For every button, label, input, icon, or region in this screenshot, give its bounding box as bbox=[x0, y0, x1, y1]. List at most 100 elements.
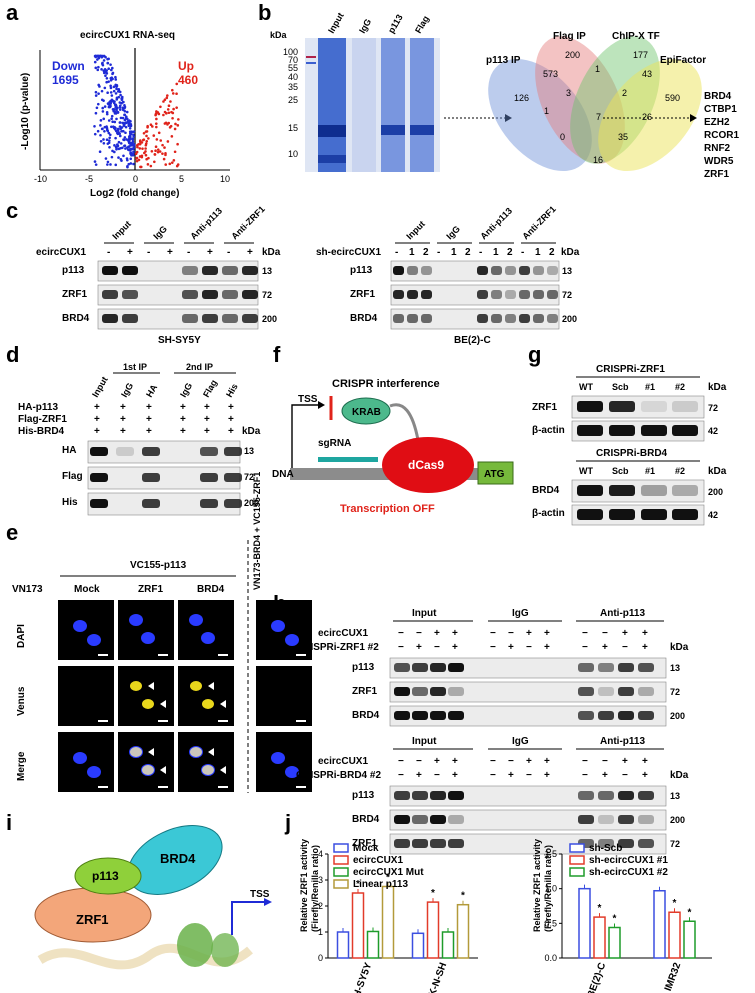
legend-label: Mock bbox=[353, 843, 379, 854]
chart-category-label: BE(2)-C bbox=[585, 961, 608, 993]
blot-band bbox=[519, 266, 530, 275]
column-label: Mock bbox=[74, 584, 100, 595]
chart-bar bbox=[351, 892, 365, 959]
volcano-point-down bbox=[119, 142, 123, 145]
blot-band bbox=[202, 314, 218, 323]
blot-band bbox=[202, 290, 218, 299]
condition-sign: − bbox=[490, 770, 496, 781]
condition-sign: 1 bbox=[409, 247, 415, 258]
volcano-point-down bbox=[100, 89, 104, 93]
condition-sign: + bbox=[180, 426, 186, 437]
panel-d-label: d bbox=[6, 342, 19, 367]
blot-band bbox=[448, 839, 464, 848]
blot-band bbox=[618, 815, 634, 824]
chart-bar bbox=[653, 889, 666, 959]
condition-sign: + bbox=[544, 770, 550, 781]
venn-count: 573 bbox=[543, 69, 558, 79]
volcano-point-down bbox=[129, 133, 133, 136]
marker-label: 70 bbox=[288, 55, 298, 65]
venus-signal bbox=[130, 681, 142, 691]
blot-row-label: p113 bbox=[352, 790, 375, 801]
blot-band bbox=[547, 290, 558, 299]
marker-label: 40 bbox=[288, 72, 298, 82]
nucleus bbox=[285, 766, 299, 778]
arrowhead-icon bbox=[148, 748, 154, 756]
venn-count: 43 bbox=[642, 69, 652, 79]
arrowhead-icon bbox=[148, 682, 154, 690]
volcano-point-up bbox=[159, 105, 162, 109]
blot-band bbox=[90, 473, 108, 482]
volcano-point-down bbox=[126, 146, 129, 149]
volcano-point-down bbox=[118, 101, 122, 104]
chart-y-tick-label: 1.0 bbox=[544, 884, 557, 894]
volcano-point-up bbox=[174, 122, 177, 126]
model-schematic: BRD4 ZRF1 p113 TSS bbox=[34, 825, 272, 970]
kda-marker: 200 bbox=[670, 711, 685, 721]
kda-label: kDa bbox=[670, 770, 689, 781]
blot-band bbox=[430, 687, 446, 696]
volcano-point-up bbox=[163, 146, 166, 149]
kda-label: kDa bbox=[262, 247, 281, 258]
blot-group-label: Input bbox=[404, 219, 427, 242]
volcano-point-down bbox=[121, 100, 125, 104]
gel-band bbox=[410, 125, 434, 135]
gel-lane-input bbox=[318, 38, 346, 172]
volcano-point-down bbox=[128, 148, 131, 152]
volcano-point-up bbox=[176, 163, 180, 166]
volcano-title: ecircCUX1 RNA-seq bbox=[80, 30, 175, 41]
volcano-point-down bbox=[127, 124, 131, 128]
luciferase-chart-left: Relative ZRF1 activity (Firefly/Renilla … bbox=[299, 839, 478, 993]
kda-marker: 13 bbox=[670, 663, 680, 673]
dna-label: DNA bbox=[272, 469, 294, 480]
volcano-point-up bbox=[149, 123, 153, 127]
volcano-point-down bbox=[117, 95, 121, 99]
volcano-point-down bbox=[116, 111, 120, 114]
marker-label: 55 bbox=[288, 63, 298, 73]
volcano-point-up bbox=[168, 162, 172, 166]
blot-band bbox=[519, 314, 530, 323]
blot-band bbox=[142, 447, 160, 456]
blot-band bbox=[407, 314, 418, 323]
lane-label: Input bbox=[90, 375, 110, 399]
lane-label: IgG bbox=[119, 381, 135, 399]
blot-band bbox=[200, 473, 218, 482]
condition-sign: + bbox=[526, 756, 532, 767]
blot-band bbox=[477, 266, 488, 275]
kda-label: kDa bbox=[670, 642, 689, 653]
volcano-point-down bbox=[129, 151, 133, 155]
volcano-point-down bbox=[114, 136, 117, 140]
venn-count: 126 bbox=[514, 93, 529, 103]
volcano-point-down bbox=[132, 162, 135, 166]
condition-sign: − bbox=[416, 628, 422, 639]
volcano-point-down bbox=[97, 65, 100, 69]
volcano-point-down bbox=[107, 57, 110, 61]
chart-bar bbox=[578, 887, 591, 959]
condition-sign: + bbox=[247, 247, 253, 258]
venn-set-label: EpiFactor bbox=[660, 55, 706, 66]
condition-sign: 2 bbox=[423, 247, 429, 258]
condition-sign: − bbox=[398, 628, 404, 639]
volcano-point-down bbox=[108, 146, 111, 149]
blot-group-label: Anti-p113 bbox=[600, 608, 645, 619]
condition-label: His-BRD4 bbox=[18, 426, 65, 437]
blot-band bbox=[618, 839, 634, 848]
condition-label: ecircCUX1 bbox=[318, 756, 368, 767]
vc-construct-label: VC155-p113 bbox=[130, 560, 187, 571]
volcano-point-down bbox=[113, 103, 117, 107]
venn-set-label: p113 IP bbox=[486, 55, 521, 66]
chart-bar bbox=[336, 931, 350, 959]
volcano-xtick: -5 bbox=[85, 174, 93, 184]
kda-label: kDa bbox=[708, 382, 727, 393]
volcano-point-up bbox=[167, 104, 171, 108]
blot-band bbox=[578, 711, 594, 720]
blot-band bbox=[430, 839, 446, 848]
blot-strip bbox=[389, 809, 667, 831]
volcano-point-up bbox=[177, 118, 180, 121]
volcano-point-up bbox=[172, 107, 175, 111]
volcano-point-down bbox=[127, 120, 131, 124]
chart-category-label: IMR32 bbox=[663, 961, 684, 993]
nucleosome bbox=[177, 923, 213, 967]
blot-band bbox=[224, 473, 242, 482]
condition-sign: + bbox=[602, 642, 608, 653]
volcano-point-down bbox=[125, 117, 129, 121]
